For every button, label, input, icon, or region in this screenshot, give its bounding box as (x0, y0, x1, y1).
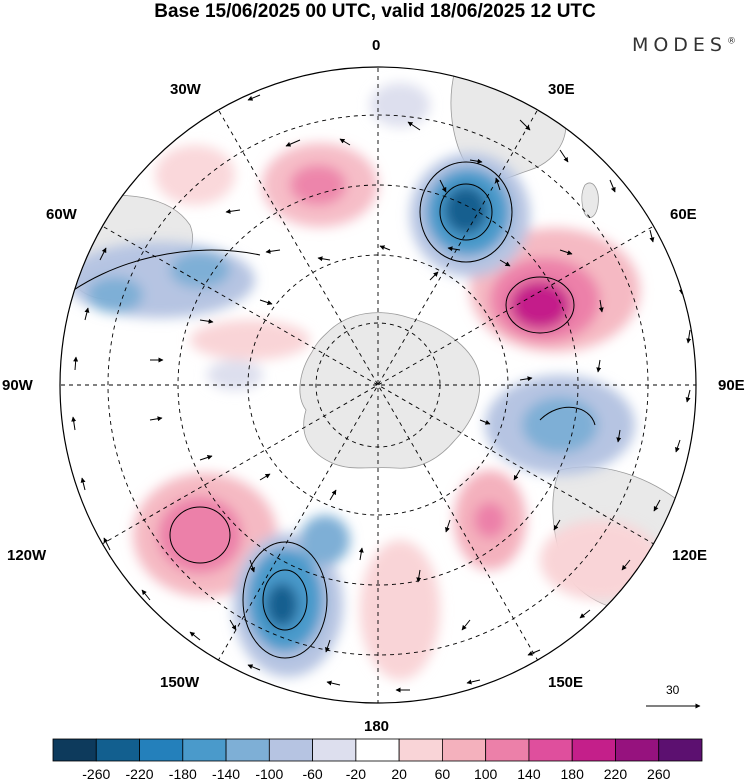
colorbar-tick-label: 60 (434, 766, 451, 782)
colorbar-swatch (398, 738, 443, 762)
antarctica (299, 312, 481, 469)
height-contours (60, 161, 596, 659)
reference-vector-label: 30 (666, 683, 680, 697)
colorbar-tick-label: 140 (517, 766, 541, 782)
colorbar-swatch (571, 738, 616, 762)
colorbar-swatch (441, 738, 487, 762)
modes-logo: MODES® (632, 34, 736, 56)
colorbar-tick-label: 260 (647, 766, 671, 782)
label-180: 180 (364, 718, 390, 735)
label-90e: 90E (718, 377, 745, 394)
label-120w: 120W (7, 547, 47, 564)
label-30e: 30E (548, 81, 575, 98)
map-boundary (59, 66, 697, 704)
colorbar-swatch (225, 738, 270, 762)
colorbar-swatch (312, 738, 357, 762)
colorbar-swatch (615, 738, 660, 762)
colorbar-tick-label: -100 (255, 766, 284, 782)
label-120e: 120E (672, 547, 708, 564)
colorbar (52, 738, 703, 762)
colorbar-swatch (658, 738, 703, 762)
colorbar-tick-label: 100 (473, 766, 498, 782)
colorbar-tick-label: -20 (345, 766, 366, 782)
colorbar-tick-label: -140 (212, 766, 241, 782)
colorbar-tick-label: 220 (603, 766, 628, 782)
colorbar-tick-label: -220 (125, 766, 154, 782)
label-90w: 90W (2, 377, 33, 394)
colorbar-swatch (355, 738, 400, 762)
colorbar-swatch (485, 738, 530, 762)
colorbar-tick-label: -260 (82, 766, 111, 782)
label-60e: 60E (670, 206, 697, 223)
label-30w: 30W (170, 81, 201, 98)
madagascar (581, 182, 599, 218)
colorbar-swatch (528, 738, 573, 762)
map-title: Base 15/06/2025 00 UTC, valid 18/06/2025… (154, 1, 596, 22)
graticule (60, 67, 696, 703)
colorbar-swatch (182, 738, 227, 762)
colorbar-tick-label: 20 (391, 766, 407, 782)
label-150e: 150E (548, 674, 584, 691)
label-0: 0 (372, 37, 381, 54)
colorbar-tick-label: 180 (560, 766, 584, 782)
label-150w: 150W (160, 674, 200, 691)
brand-text: MODES (631, 34, 727, 56)
colorbar-swatch (95, 738, 140, 762)
colorbar-tick-label: -60 (302, 766, 323, 782)
colorbar-swatch (139, 738, 184, 762)
label-60w: 60W (46, 206, 77, 223)
colorbar-swatch (268, 738, 314, 762)
colorbar-swatch (52, 738, 97, 762)
colorbar-tick-label: -180 (168, 766, 197, 782)
registered-mark: ® (727, 36, 736, 47)
